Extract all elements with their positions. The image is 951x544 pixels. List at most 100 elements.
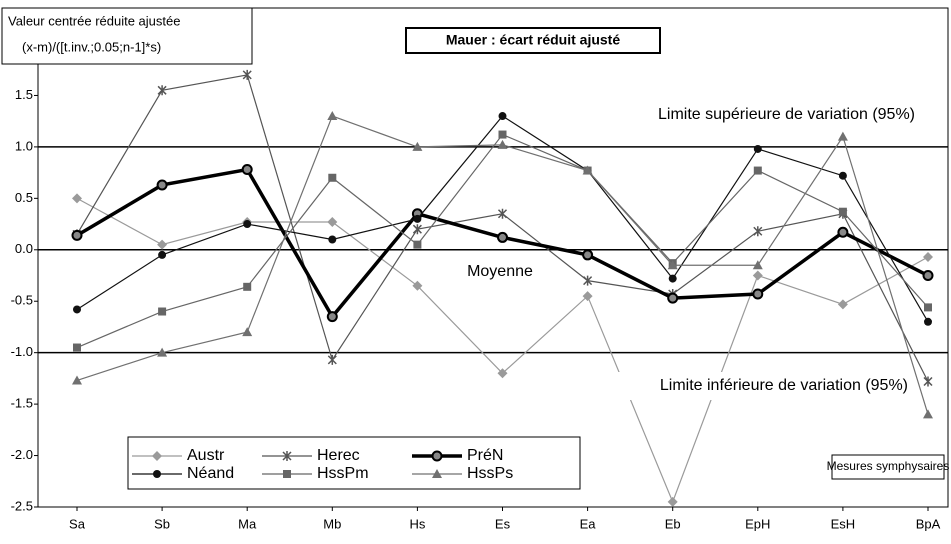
marker [582,249,594,261]
plot-frame [37,7,949,508]
marker [158,307,167,316]
marker [73,305,81,314]
marker [157,85,167,96]
marker [153,470,161,478]
marker [282,451,292,461]
marker [498,112,507,121]
marker [923,251,933,262]
marker [327,111,338,121]
annotation: Moyenne [467,263,533,280]
marker [753,226,763,237]
x-tick-label: BpA [916,516,941,531]
marker [497,139,508,149]
y-tick-label: 0.0 [15,241,33,256]
marker [157,347,168,357]
chart-title: Mauer : écart réduit ajusté [446,32,620,48]
y-tick-label: -1.0 [11,344,33,359]
annotation-bg [562,372,910,400]
legend-label: Austr [187,447,225,464]
marker [413,240,422,249]
marker [753,144,762,153]
annotation: Limite supérieure de variation (95%) [658,106,915,123]
y-axis-label: (x-m)/([t.inv.;0.05;n-1]*s) [22,39,161,54]
marker [431,450,443,462]
marker [158,250,167,259]
marker [242,327,253,337]
y-tick-label: -0.5 [11,293,33,308]
legend-label: HssPs [467,465,513,482]
annotation-box [831,454,945,480]
y-label-box [1,7,253,65]
marker [837,299,848,310]
legend-label: Néand [187,465,234,482]
marker [923,409,933,419]
y-tick-label: 1.5 [15,87,33,102]
marker [328,235,337,244]
marker [412,280,423,291]
marker [838,207,847,216]
annotation-bg [582,100,918,128]
marker [752,270,763,281]
x-tick-label: EpH [745,516,770,531]
marker [922,270,934,282]
marker [837,131,848,141]
marker [327,354,337,365]
marker [582,291,593,302]
marker [156,179,168,191]
x-tick-label: Sa [69,516,86,531]
marker [667,260,678,270]
marker [752,260,763,270]
marker [498,130,507,139]
x-tick-label: Eb [665,516,681,531]
marker [667,292,679,304]
y-tick-label: -1.5 [11,396,33,411]
marker [243,282,252,291]
legend-label: PréN [467,447,503,464]
marker [243,220,252,229]
marker [667,496,678,507]
x-tick-label: Sb [154,516,170,531]
marker [497,368,508,379]
marker [326,311,338,323]
marker [72,193,82,204]
marker [753,166,762,175]
legend-items: Austr Herec PréN Néand HssPm HssPs [132,447,513,482]
marker [327,217,338,228]
marker [582,165,593,175]
marker [837,226,849,238]
x-tick-label: EsH [831,516,856,531]
annotation: Limite inférieure de variation (95%) [660,377,908,394]
x-tick-label: Ma [238,516,257,531]
marker [412,224,422,235]
marker [668,274,677,283]
marker [72,375,82,385]
marker [497,231,508,243]
legend [127,436,581,490]
x-tick-label: Ea [580,516,597,531]
series-group [71,69,934,507]
marker [328,173,337,182]
legend-label: Herec [317,447,360,464]
marker [924,303,932,312]
x-tick-label: Mb [323,516,341,531]
marker [73,343,81,352]
x-tick-label: Es [495,516,511,531]
title-box [405,27,661,54]
marker [413,214,422,223]
y-axis-label: Valeur centrée réduite ajustée [8,13,180,28]
y-tick-label: 0.5 [15,190,33,205]
marker [241,164,253,176]
annotation: Mesures symphysaires [827,459,950,473]
marker [752,288,764,300]
marker [432,469,442,478]
marker [242,69,252,80]
marker [152,451,162,461]
marker [412,141,423,151]
marker [157,239,168,250]
y-tick-label: -2.0 [11,447,33,462]
marker [924,317,932,326]
legend-label: HssPm [317,465,369,482]
marker [283,470,291,478]
y-tick-label: 1.0 [15,138,33,153]
